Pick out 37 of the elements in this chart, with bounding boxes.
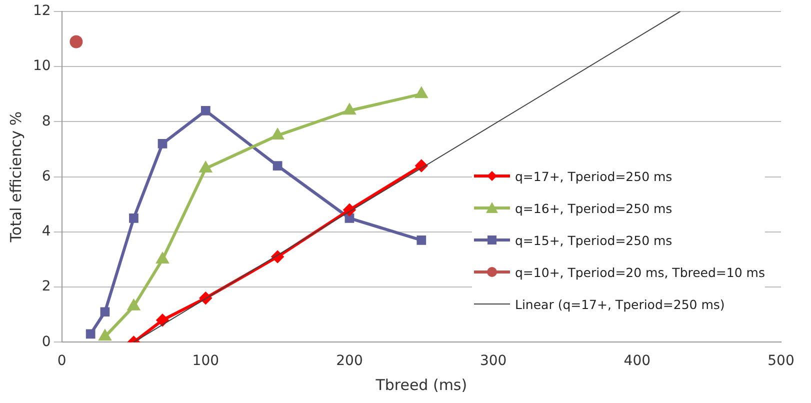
x-tick-label: 100 (192, 353, 220, 370)
point (128, 300, 140, 310)
point (158, 139, 168, 148)
y-tick-label: 2 (42, 278, 51, 295)
y-tick-label: 8 (42, 113, 51, 130)
point (200, 162, 212, 173)
legend-label: q=17+, Tperiod=250 ms (515, 168, 672, 184)
point (86, 329, 96, 339)
x-tick-label: 0 (57, 353, 66, 370)
point (156, 314, 168, 326)
point (272, 128, 284, 140)
legend-label: q=16+, Tperiod=250 ms (515, 200, 672, 216)
y-tick-label: 4 (42, 224, 51, 240)
point (272, 161, 282, 170)
x-tick-label: 200 (336, 353, 363, 370)
point (344, 213, 354, 223)
legend-label: q=10+, Tperiod=20 ms, Tbreed=10 ms (515, 264, 765, 280)
legend-label: q=15+, Tperiod=250 ms (515, 232, 672, 248)
point (416, 236, 426, 245)
point (70, 35, 83, 48)
point (344, 104, 356, 115)
x-tick-label: 500 (768, 353, 794, 370)
point (100, 307, 110, 317)
y-tick-label: 12 (32, 3, 51, 20)
y-axis-title: Total efficiency % (6, 111, 25, 244)
x-tick-label: 300 (480, 353, 507, 370)
point (200, 106, 210, 116)
x-axis-title: Tbreed (ms) (374, 376, 468, 394)
x-tick-label: 400 (624, 353, 651, 370)
point (156, 253, 168, 264)
y-tick-label: 10 (32, 58, 51, 74)
y-tick-label: 0 (42, 334, 51, 350)
point (99, 330, 111, 341)
point (416, 88, 428, 98)
legend-label: Linear (q=17+, Tperiod=250 ms) (515, 296, 725, 312)
point (129, 213, 138, 223)
y-tick-label: 6 (42, 168, 51, 184)
